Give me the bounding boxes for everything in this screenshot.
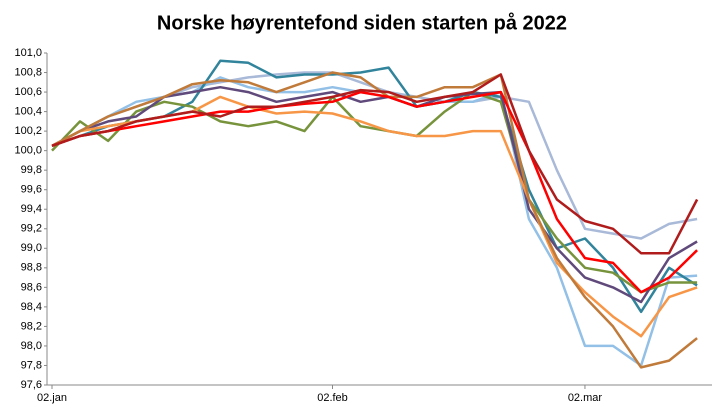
y-tick-label: 100,0 [14,145,42,157]
x-tick-label: 02.feb [317,392,348,404]
y-tick-label: 100,8 [14,66,42,78]
y-tick-label: 98,8 [21,262,42,274]
y-tick-label: 98,4 [21,301,42,313]
y-tick-label: 100,4 [14,105,42,117]
series-line [51,71,698,240]
y-tick-label: 99,8 [21,164,42,176]
y-tick-label: 99,6 [21,184,42,196]
y-tick-label: 97,6 [21,379,42,391]
y-tick-label: 99,0 [21,242,42,254]
y-tick-label: 101,0 [14,47,42,59]
series-line [51,76,698,367]
y-tick-label: 100,2 [14,125,42,137]
series-line [51,73,699,255]
y-tick-label: 99,4 [21,203,42,215]
y-tick-label: 100,6 [14,86,42,98]
y-tick-label: 98,2 [21,320,42,332]
x-tick-label: 02.mar [568,392,603,404]
chart-title: Norske høyrentefond siden starten på 202… [157,11,567,34]
y-tick-label: 99,2 [21,223,42,235]
series-line [51,90,698,294]
x-tick-label: 02.jan [37,392,67,404]
series-line [51,90,698,294]
series-line [51,71,698,369]
series-line [51,85,698,304]
y-tick-label: 97,8 [21,359,42,371]
y-tick-label: 98,0 [21,340,42,352]
y-tick-label: 98,6 [21,281,42,293]
series-line [51,95,698,338]
